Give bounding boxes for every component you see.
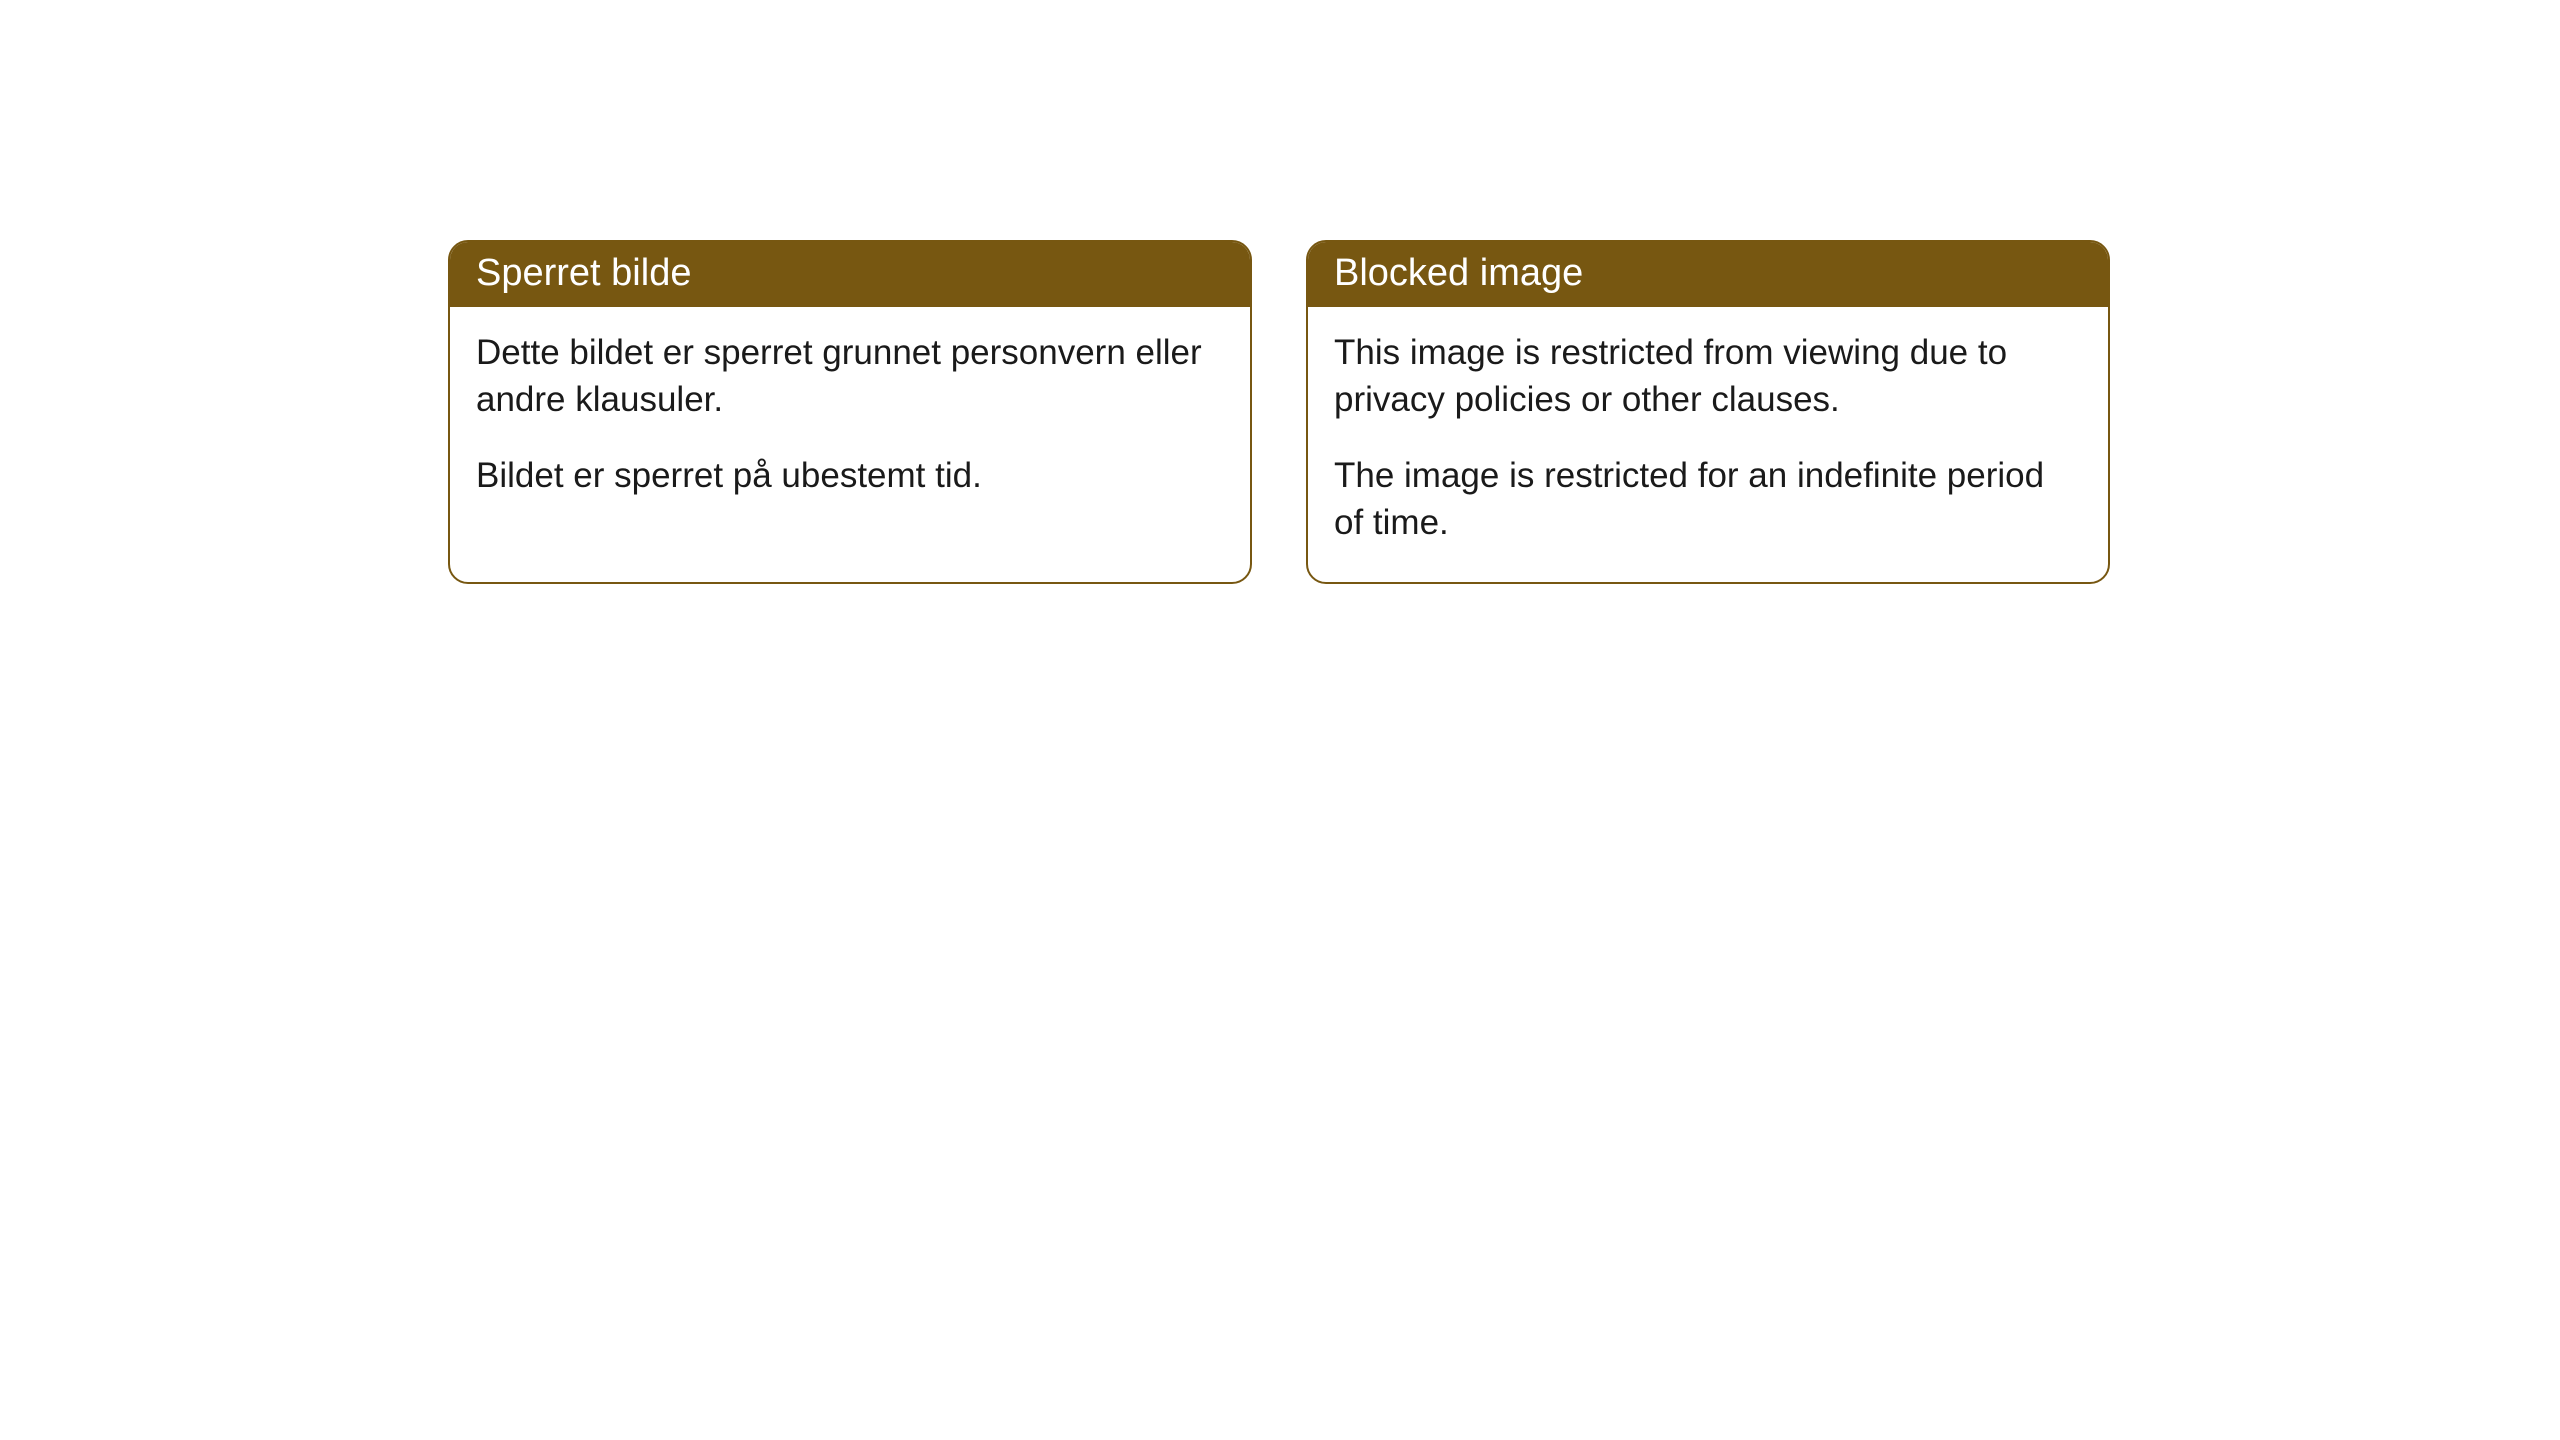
card-paragraph: The image is restricted for an indefinit… [1334,452,2082,547]
blocked-image-card-norwegian: Sperret bilde Dette bildet er sperret gr… [448,240,1252,584]
notice-cards-container: Sperret bilde Dette bildet er sperret gr… [448,240,2110,584]
card-title: Blocked image [1334,252,1583,294]
card-paragraph: This image is restricted from viewing du… [1334,329,2082,424]
card-title: Sperret bilde [476,252,691,294]
card-body: Dette bildet er sperret grunnet personve… [450,307,1250,535]
card-body: This image is restricted from viewing du… [1308,307,2108,582]
card-header: Sperret bilde [450,242,1250,307]
blocked-image-card-english: Blocked image This image is restricted f… [1306,240,2110,584]
card-header: Blocked image [1308,242,2108,307]
card-paragraph: Bildet er sperret på ubestemt tid. [476,452,1224,499]
card-paragraph: Dette bildet er sperret grunnet personve… [476,329,1224,424]
